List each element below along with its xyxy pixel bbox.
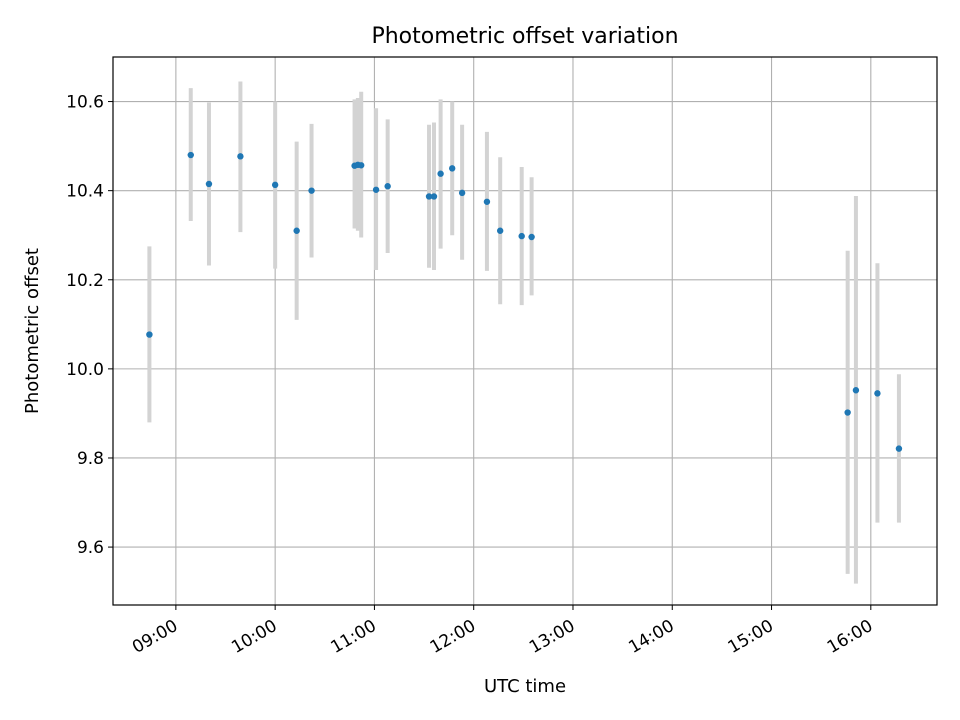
y-tick-label: 10.4: [66, 182, 104, 202]
y-tick-label: 10.2: [66, 271, 104, 291]
data-point: [430, 193, 438, 200]
data-point: [895, 445, 903, 452]
data-point: [187, 151, 194, 159]
data-point: [237, 153, 244, 160]
data-point: [496, 227, 504, 234]
chart-title: Photometric offset variation: [371, 24, 678, 49]
data-point: [518, 232, 525, 240]
x-axis-label: UTC time: [484, 676, 566, 697]
y-tick-label: 9.6: [77, 538, 104, 558]
y-tick-label: 10.0: [66, 360, 104, 380]
data-point: [357, 162, 365, 169]
data-point: [483, 198, 491, 205]
data-point: [293, 227, 300, 234]
data-point: [528, 233, 535, 241]
data-point: [205, 180, 213, 188]
data-point: [458, 189, 466, 197]
data-point: [874, 390, 881, 397]
data-point: [844, 409, 851, 416]
y-axis-label: Photometric offset: [22, 248, 43, 414]
data-point: [425, 193, 433, 200]
data-point: [308, 187, 315, 194]
grid-lines: [113, 57, 937, 605]
data-point: [852, 387, 860, 394]
data-point: [448, 165, 456, 172]
data-point: [372, 186, 380, 193]
plot-frame: [112, 56, 938, 606]
y-axis-ticks: 9.6 9.8 10.0 10.2 10.4 10.6: [66, 93, 113, 558]
data-points: [146, 151, 903, 452]
data-point: [384, 183, 391, 190]
y-tick-label: 10.6: [66, 93, 104, 113]
data-point: [437, 170, 444, 177]
y-tick-label: 9.8: [77, 449, 104, 469]
data-point: [146, 331, 153, 338]
data-point: [271, 181, 279, 189]
